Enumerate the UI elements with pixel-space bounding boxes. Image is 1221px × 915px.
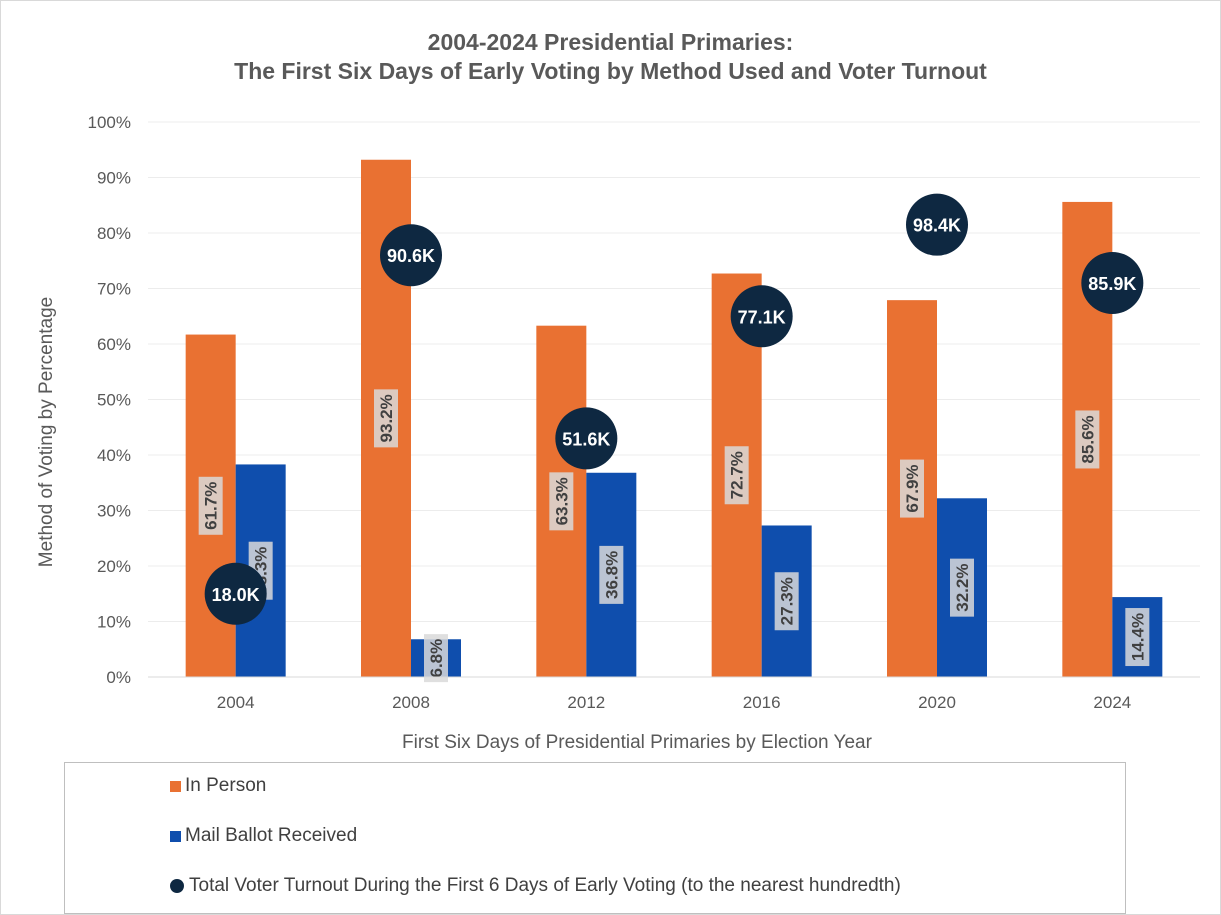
turnout-label: 18.0K (212, 585, 260, 605)
legend-swatch-mail-ballot (170, 830, 181, 842)
data-label-bg (549, 472, 574, 531)
data-label: 72.7% (724, 446, 749, 505)
y-tick-label: 40% (97, 446, 131, 465)
data-label-text: 27.3% (778, 577, 797, 625)
legend-label-mail-ballot: Mail Ballot Received (185, 825, 358, 846)
gridlines (148, 121, 1200, 622)
data-label-bg (900, 459, 924, 518)
turnout-label: 90.6K (387, 246, 435, 266)
data-label: 32.2% (950, 558, 974, 617)
turnout-label: 98.4K (913, 216, 961, 236)
data-label: 63.3% (549, 472, 574, 531)
data-label: 67.9% (900, 459, 924, 518)
y-tick-label: 90% (97, 169, 131, 188)
data-label: 61.7% (198, 476, 223, 535)
y-tick-label: 100% (88, 113, 131, 132)
x-tick-label: 2020 (918, 693, 956, 712)
data-label: 14.4% (1125, 608, 1150, 667)
y-tick-labels: 0% 10% 20% 30% 40% 50% 60% 70% 80% 90% 100% (88, 113, 131, 687)
data-label: 85.6% (1075, 410, 1100, 469)
y-tick-label: 10% (97, 613, 131, 632)
data-label: 36.8% (599, 545, 624, 604)
data-label: 93.2% (374, 389, 398, 448)
x-tick-label: 2004 (217, 693, 255, 712)
data-label-text: 72.7% (728, 451, 747, 499)
x-tick-labels: 2004 2008 2012 2016 2020 2024 (217, 693, 1131, 712)
legend-item-in-person: In Person (170, 775, 266, 797)
bars (185, 159, 1163, 678)
data-label-bg (724, 446, 749, 505)
legend-label-in-person: In Person (185, 775, 267, 796)
chart-title-line-2: The First Six Days of Early Voting by Me… (234, 58, 987, 84)
data-label-bg (1125, 608, 1150, 667)
data-label-text: 36.8% (602, 551, 621, 599)
y-tick-label: 0% (106, 668, 131, 687)
data-label: 6.8% (424, 634, 448, 683)
data-label-text: 67.9% (903, 464, 922, 512)
y-tick-label: 50% (97, 391, 131, 410)
data-label-bg (950, 558, 974, 617)
data-label-bg (424, 634, 448, 683)
data-label-text: 61.7% (202, 482, 221, 530)
data-label-text: 32.2% (953, 564, 972, 612)
data-label-text: 14.4% (1128, 613, 1147, 661)
legend: In Person Mail Ballot Received Total Vot… (64, 762, 1126, 914)
y-tick-label: 30% (97, 502, 131, 521)
chart-plot: 0% 10% 20% 30% 40% 50% 60% 70% 80% 90% 100% 61.7% 3… (36, 113, 1200, 753)
y-tick-label: 80% (97, 224, 131, 243)
turnout-marker (380, 224, 442, 287)
data-label: 27.3% (774, 572, 799, 631)
turnout-label: 51.6K (562, 429, 610, 449)
x-tick-label: 2008 (392, 693, 430, 712)
y-axis-title: Method of Voting by Percentage (36, 297, 57, 567)
turnout-label: 85.9K (1088, 274, 1136, 294)
data-label-text: 93.2% (377, 394, 396, 442)
turnout-marker (204, 562, 267, 625)
chart-title-line-1: 2004-2024 Presidential Primaries: (427, 29, 794, 55)
x-axis-title: First Six Days of Presidential Primaries… (402, 732, 873, 753)
data-label-text: 85.6% (1078, 415, 1097, 463)
data-label-text: 6.8% (427, 639, 446, 678)
turnout-marker (730, 285, 793, 348)
turnout-marker (906, 193, 968, 256)
data-label-bg (198, 476, 223, 535)
data-label-bg (374, 389, 398, 448)
x-tick-label: 2024 (1093, 693, 1131, 712)
data-label-bg (774, 572, 799, 631)
legend-item-turnout: Total Voter Turnout During the First 6 D… (170, 875, 901, 897)
x-tick-label: 2016 (743, 693, 781, 712)
legend-marker-turnout (170, 879, 184, 893)
turnout-markers: 18.0K 90.6K 51.6K 77.1K 98.4K 85.9K (204, 193, 1144, 625)
y-tick-label: 20% (97, 557, 131, 576)
data-label-bg (599, 545, 624, 604)
legend-label-turnout: Total Voter Turnout During the First 6 D… (189, 875, 901, 896)
x-tick-label: 2012 (567, 693, 605, 712)
turnout-marker (555, 407, 618, 470)
legend-swatch-in-person (170, 780, 181, 792)
turnout-label: 77.1K (738, 307, 786, 327)
legend-item-mail-ballot: Mail Ballot Received (170, 825, 357, 847)
y-tick-label: 60% (97, 335, 131, 354)
bar-data-labels: 61.7%38.3%93.2%6.8%63.3%36.8%72.7%27.3%6… (198, 389, 1150, 683)
turnout-marker (1081, 251, 1144, 314)
data-label-text: 63.3% (552, 477, 571, 525)
chart-title: 2004-2024 Presidential Primaries: The Fi… (0, 28, 1221, 86)
y-tick-label: 70% (97, 280, 131, 299)
data-label-bg (1075, 410, 1100, 469)
